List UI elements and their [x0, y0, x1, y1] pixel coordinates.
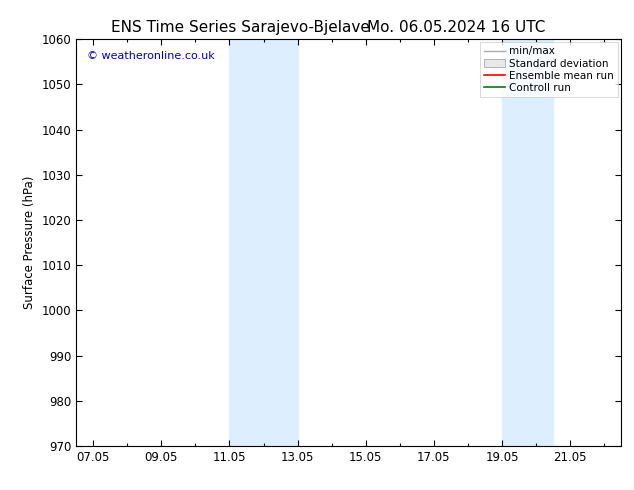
Text: © weatheronline.co.uk: © weatheronline.co.uk — [87, 51, 215, 61]
Bar — [502, 39, 553, 446]
Legend: min/max, Standard deviation, Ensemble mean run, Controll run: min/max, Standard deviation, Ensemble me… — [480, 42, 618, 97]
Text: Mo. 06.05.2024 16 UTC: Mo. 06.05.2024 16 UTC — [367, 20, 546, 35]
Bar — [230, 39, 297, 446]
Text: ENS Time Series Sarajevo-Bjelave: ENS Time Series Sarajevo-Bjelave — [112, 20, 370, 35]
Y-axis label: Surface Pressure (hPa): Surface Pressure (hPa) — [23, 176, 36, 309]
